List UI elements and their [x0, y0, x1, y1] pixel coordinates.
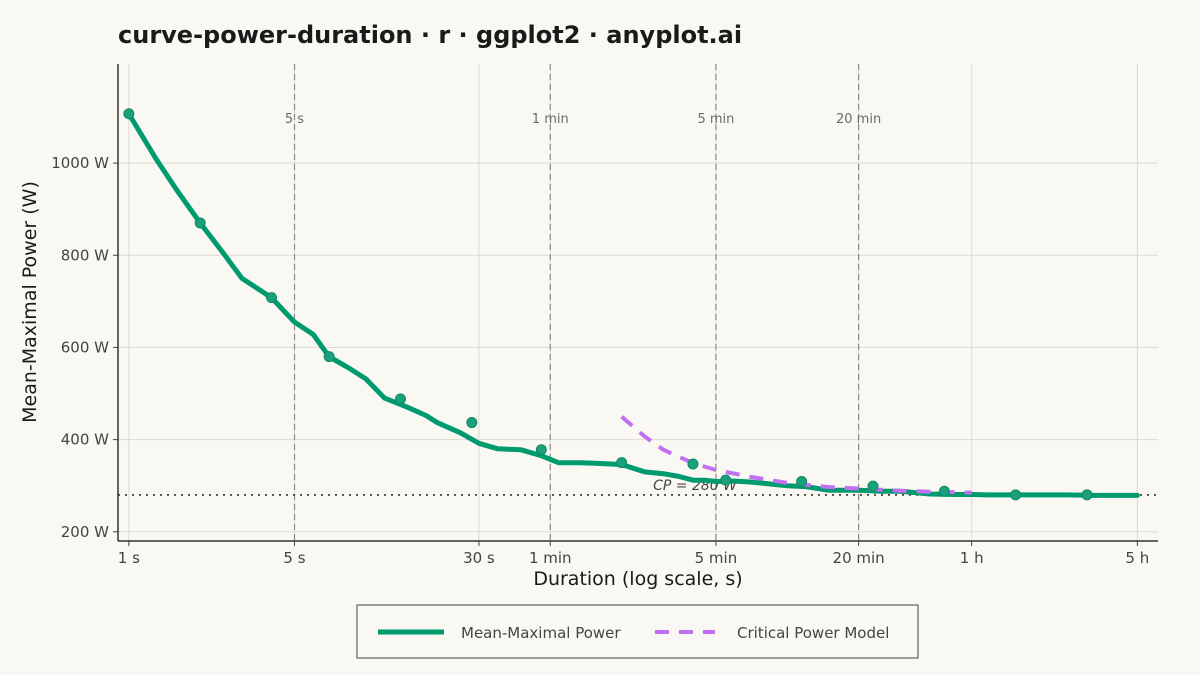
x-tick-label: 1 min — [529, 549, 572, 567]
data-point — [1010, 489, 1022, 501]
data-point — [720, 474, 732, 486]
legend-label-cp-model: Critical Power Model — [737, 624, 889, 642]
data-point — [687, 458, 699, 470]
data-point — [796, 476, 808, 488]
x-tick-label: 20 min — [833, 549, 885, 567]
series-line-mean-maximal-power — [126, 111, 1140, 498]
data-markers — [123, 108, 1093, 501]
data-point — [323, 351, 335, 363]
reference-lines: 5 s 1 min 5 min 20 min — [285, 64, 881, 541]
data-point — [938, 485, 950, 497]
series-line-critical-power-model — [620, 415, 972, 495]
x-tick-label: 1 h — [960, 549, 984, 567]
y-tick-label: 800 W — [61, 246, 109, 264]
legend-box — [356, 604, 919, 659]
reference-line-label: 20 min — [836, 112, 881, 127]
reference-line-label: 1 min — [532, 112, 569, 127]
data-point — [194, 217, 206, 229]
x-tick-label: 5 h — [1125, 549, 1149, 567]
x-tick-label: 1 s — [118, 549, 140, 567]
y-tick-label: 200 W — [61, 523, 109, 541]
x-tick-label: 5 min — [695, 549, 738, 567]
data-point — [535, 444, 547, 456]
data-point — [123, 108, 135, 120]
legend-label-mmp: Mean-Maximal Power — [461, 624, 621, 642]
y-tick-label: 400 W — [61, 431, 109, 449]
data-point — [1081, 489, 1093, 501]
reference-line-label: 5 min — [697, 112, 734, 127]
y-tick-label: 1000 W — [51, 154, 109, 172]
data-point — [394, 393, 406, 405]
data-point — [616, 457, 628, 469]
y-axis-title: Mean-Maximal Power (W) — [19, 181, 41, 423]
data-point — [266, 292, 278, 304]
critical-power-line: CP = 280 W — [118, 478, 1158, 496]
data-point — [466, 417, 478, 429]
x-tick-label: 30 s — [463, 549, 495, 567]
y-tick-label: 600 W — [61, 338, 109, 356]
data-series — [126, 111, 1140, 498]
reference-line-label: 5 s — [285, 112, 304, 127]
data-point — [867, 480, 879, 492]
legend: Mean-Maximal Power Critical Power Model — [356, 604, 919, 659]
gridlines — [118, 64, 1158, 541]
axes: 200 W 400 W 600 W 800 W 1000 W 1 s 5 s 30 s 1 mi… — [51, 64, 1158, 567]
x-tick-label: 5 s — [283, 549, 305, 567]
x-axis-title: Duration (log scale, s) — [533, 568, 742, 590]
chart-title: curve-power-duration · r · ggplot2 · any… — [118, 21, 742, 49]
